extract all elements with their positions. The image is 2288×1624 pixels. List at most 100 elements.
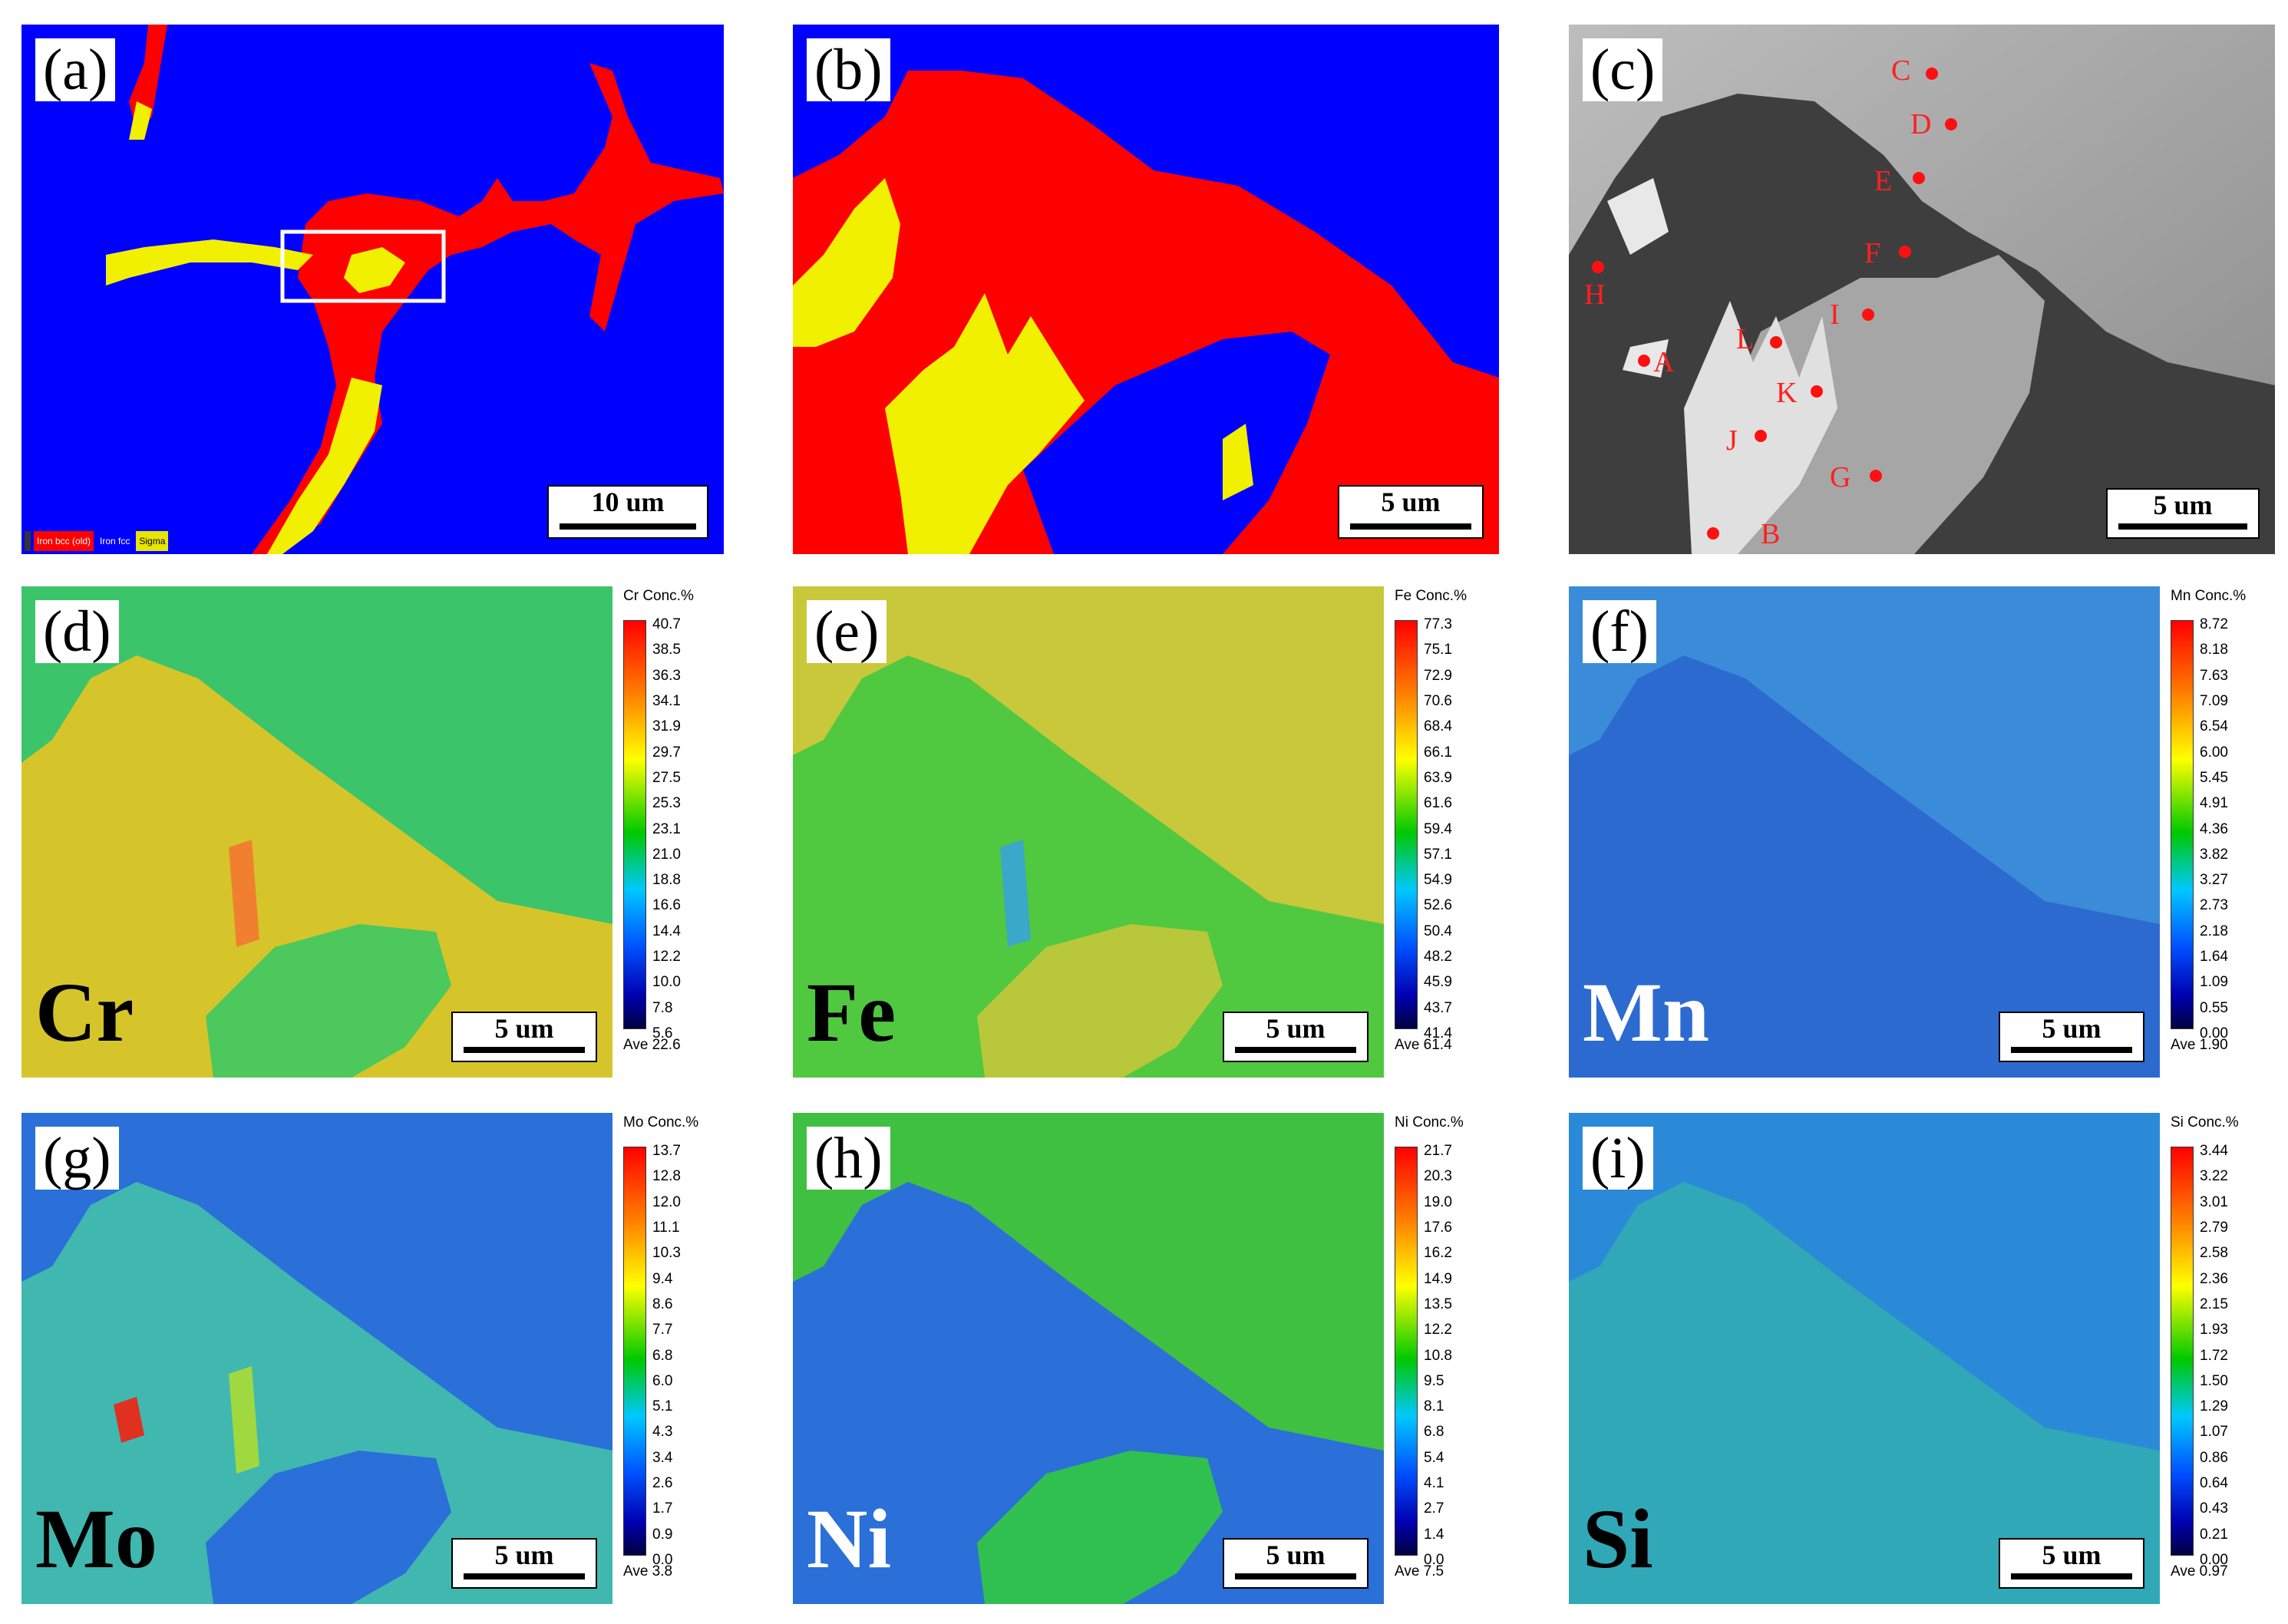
colorbar-tick-label: 4.1 [1424, 1475, 1444, 1492]
colorbar-tick-label: 23.1 [652, 820, 681, 837]
colorbar-tick-label: 11.1 [652, 1219, 680, 1236]
colorbar-si-average: Ave 0.97 [2171, 1563, 2228, 1579]
point-L-marker [1770, 336, 1782, 348]
colorbar-tick-label: 0.9 [652, 1526, 673, 1543]
colorbar-tick-label: 0.55 [2200, 999, 2228, 1016]
colorbar-tick-label: 6.00 [2200, 744, 2228, 761]
colorbar-tick-label: 4.36 [2200, 820, 2228, 837]
panel-d-cr-map: (d) Cr 5 um [21, 586, 612, 1078]
colorbar-tick-label: 7.8 [652, 999, 673, 1016]
colorbar-tick-label: 1.64 [2200, 949, 2228, 965]
scalebar-b: 5 um [1338, 485, 1484, 539]
colorbar-tick-label: 10.8 [1424, 1347, 1452, 1364]
colorbar-tick-label: 6.54 [2200, 718, 2228, 735]
colorbar-tick-label: 57.1 [1424, 846, 1452, 863]
panel-f-mn-map: (f) Mn 5 um [1569, 586, 2160, 1078]
colorbar-tick-label: 2.36 [2200, 1270, 2228, 1287]
colorbar-tick-label: 48.2 [1424, 949, 1452, 965]
colorbar-tick-label: 45.9 [1424, 974, 1452, 991]
colorbar-tick-label: 70.6 [1424, 692, 1452, 709]
point-C-label: C [1891, 54, 1911, 87]
colorbar-tick-label: 13.7 [652, 1143, 681, 1159]
colorbar-tick-label: 1.93 [2200, 1322, 2228, 1338]
colorbar-tick-label: 2.6 [652, 1475, 673, 1492]
colorbar-tick-label: 2.79 [2200, 1219, 2228, 1236]
colorbar-tick-label: 6.8 [1424, 1424, 1444, 1441]
colorbar-tick-label: 1.7 [652, 1500, 673, 1517]
colorbar-tick-label: 0.86 [2200, 1449, 2228, 1466]
point-I-label: I [1830, 299, 1840, 331]
colorbar-tick-label: 2.15 [2200, 1296, 2228, 1312]
ni-map-image [793, 1113, 1384, 1604]
colorbar-tick-label: 63.9 [1424, 769, 1452, 786]
colorbar-tick-label: 18.8 [652, 872, 681, 889]
panel-e-letter: (e) [807, 600, 887, 663]
colorbar-tick-label: 0.0 [652, 1552, 673, 1568]
colorbar-tick-label: 3.22 [2200, 1168, 2228, 1185]
panel-e-fe-map: (e) Fe 5 um [793, 586, 1384, 1078]
colorbar-tick-label: 7.7 [652, 1322, 673, 1338]
colorbar-tick-label: 3.82 [2200, 846, 2228, 863]
colorbar-ni-gradient [1395, 1147, 1418, 1556]
colorbar-tick-label: 10.3 [652, 1245, 681, 1262]
colorbar-tick-label: 4.91 [2200, 795, 2228, 812]
element-mn-label: Mn [1583, 965, 1709, 1059]
point-H-marker [1592, 261, 1604, 273]
colorbar-tick-label: 16.2 [1424, 1245, 1452, 1262]
colorbar-tick-label: 3.4 [652, 1449, 673, 1466]
scalebar-c: 5 um [2106, 488, 2260, 539]
legend-bcc: Iron bcc (old) [34, 531, 94, 551]
element-si-label: Si [1583, 1492, 1653, 1586]
colorbar-mn-title: Mn Conc.% [2171, 588, 2247, 604]
colorbar-tick-label: 3.44 [2200, 1143, 2228, 1159]
panel-c-letter: (c) [1583, 38, 1663, 101]
panel-h-letter: (h) [807, 1127, 890, 1190]
colorbar-cr: Cr Conc.% 40.7 38.5 36.3 34.1 31.9 29.7 27.5 25… [623, 588, 731, 1079]
colorbar-tick-label: 34.1 [652, 692, 681, 709]
colorbar-mo-gradient [623, 1147, 646, 1556]
phase-legend: Iron bcc (old) Iron fcc Sigma [25, 531, 169, 551]
colorbar-tick-label: 1.09 [2200, 974, 2228, 991]
colorbar-mn-average: Ave 1.90 [2171, 1037, 2228, 1053]
colorbar-tick-label: 21.0 [652, 846, 681, 863]
legend-fcc: Iron fcc [97, 531, 134, 551]
element-cr-label: Cr [35, 965, 134, 1059]
colorbar-tick-label: 29.7 [652, 744, 681, 761]
colorbar-tick-label: 5.45 [2200, 769, 2228, 786]
colorbar-tick-label: 20.3 [1424, 1168, 1452, 1185]
panel-c-sem-image: (c) C D E F H I L A K J G B 5 um [1569, 25, 2275, 554]
colorbar-ni-title: Ni Conc.% [1395, 1114, 1464, 1131]
panel-a-letter: (a) [35, 38, 116, 101]
colorbar-tick-label: 0.0 [1424, 1552, 1444, 1568]
panel-a-phase-map: (a) Iron bcc (old) Iron fcc Sigma 10 um [21, 25, 724, 554]
colorbar-tick-label: 5.6 [652, 1025, 673, 1041]
colorbar-tick-label: 5.1 [652, 1398, 673, 1415]
colorbar-tick-label: 54.9 [1424, 872, 1452, 889]
colorbar-ni-average: Ave 7.5 [1395, 1563, 1444, 1579]
panel-d-letter: (d) [35, 600, 119, 663]
colorbar-tick-label: 61.6 [1424, 795, 1452, 812]
colorbar-tick-label: 1.72 [2200, 1347, 2228, 1364]
colorbar-tick-label: 2.58 [2200, 1245, 2228, 1262]
colorbar-tick-label: 14.4 [652, 923, 681, 939]
colorbar-tick-label: 75.1 [1424, 642, 1452, 659]
colorbar-tick-label: 12.0 [652, 1193, 681, 1210]
scalebar-h: 5 um [1223, 1538, 1369, 1589]
point-J-marker [1755, 430, 1767, 442]
colorbar-mn: Mn Conc.% 8.72 8.18 7.63 7.09 6.54 6.00 5.45 4.… [2171, 588, 2278, 1079]
colorbar-tick-label: 77.3 [1424, 616, 1452, 632]
colorbar-tick-label: 8.72 [2200, 616, 2228, 632]
panel-g-mo-map: (g) Mo 5 um [21, 1113, 612, 1604]
point-C-marker [1926, 68, 1938, 80]
colorbar-tick-label: 13.5 [1424, 1296, 1452, 1312]
colorbar-tick-label: 8.18 [2200, 642, 2228, 659]
colorbar-tick-label: 16.6 [652, 897, 681, 914]
scalebar-a: 10 um [547, 485, 708, 539]
colorbar-tick-label: 27.5 [652, 769, 681, 786]
colorbar-fe-title: Fe Conc.% [1395, 588, 1467, 604]
colorbar-tick-label: 52.6 [1424, 897, 1452, 914]
colorbar-tick-label: 43.7 [1424, 999, 1452, 1016]
point-B-label: B [1761, 518, 1781, 550]
colorbar-tick-label: 0.00 [2200, 1025, 2228, 1041]
colorbar-tick-label: 3.27 [2200, 872, 2228, 889]
